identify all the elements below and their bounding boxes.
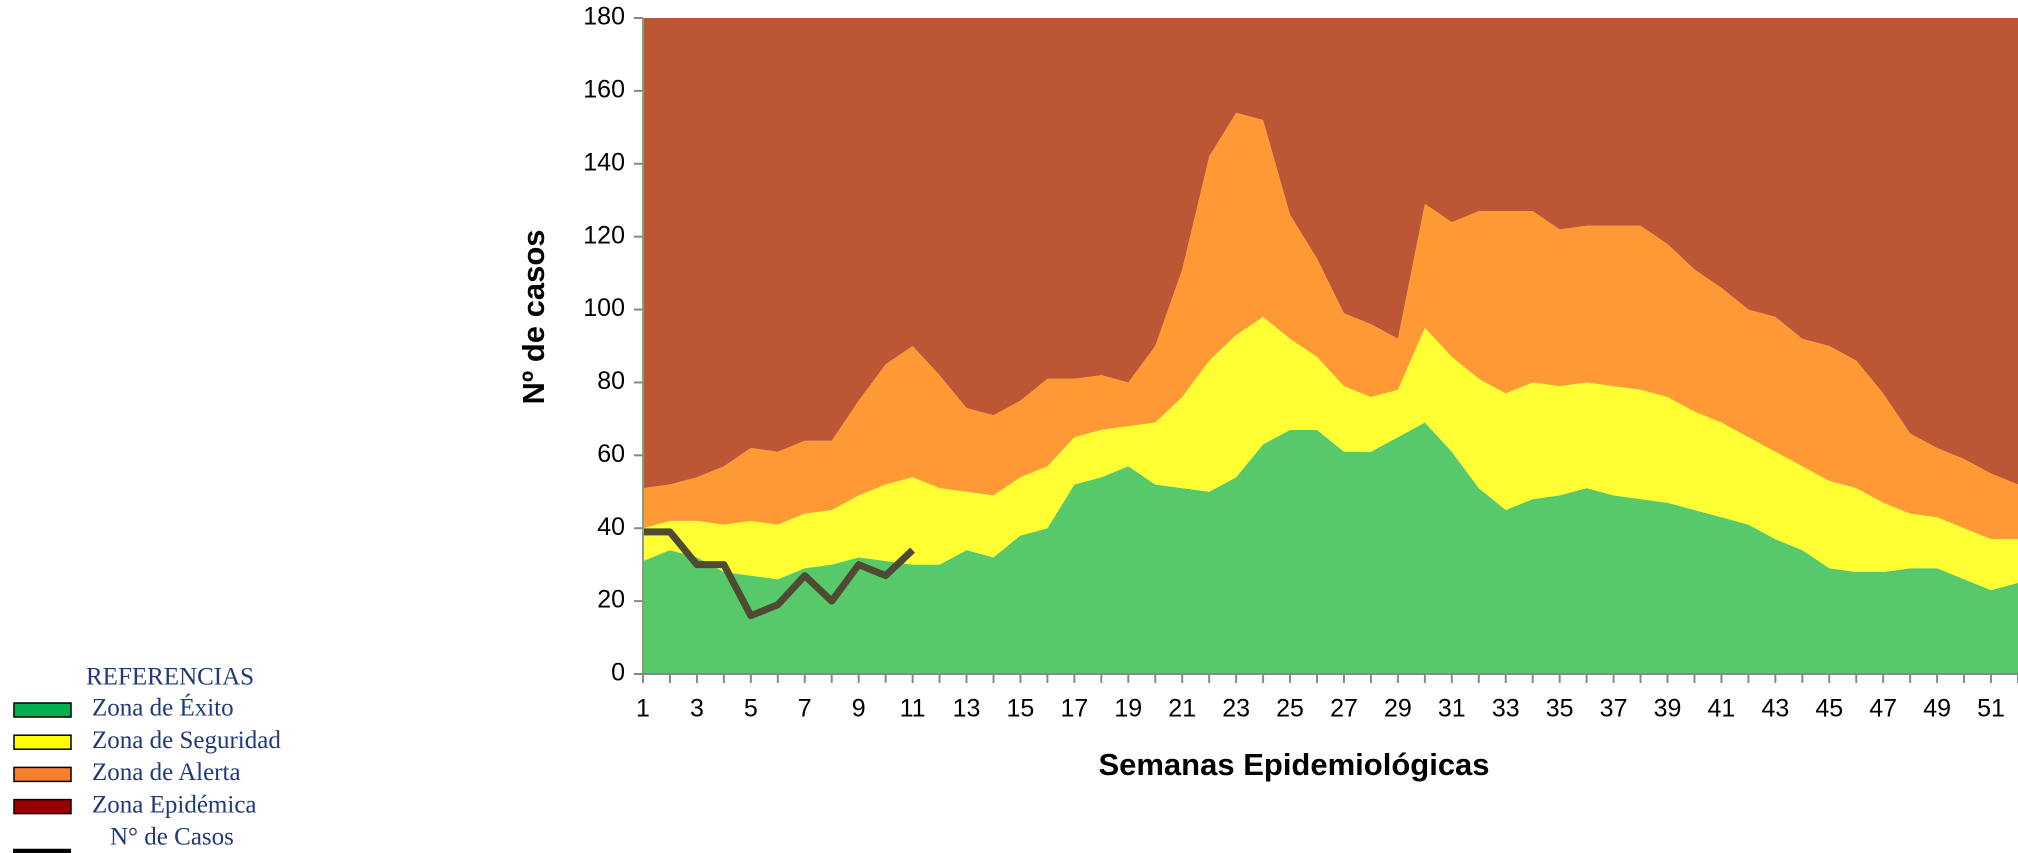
x-tick-label: 37: [1600, 695, 1628, 723]
x-tick-label: 35: [1546, 695, 1574, 723]
legend-swatch: [13, 766, 72, 783]
y-tick-label: 100: [583, 294, 625, 322]
legend-swatch: [13, 734, 72, 750]
area: [643, 112, 2018, 540]
x-tick-label: 45: [1815, 695, 1843, 723]
legend-label: Zona Epidémica: [92, 791, 257, 818]
x-tick-label: 9: [852, 695, 866, 723]
x-tick-label: 19: [1114, 695, 1142, 723]
x-tick-label: 49: [1923, 695, 1951, 723]
y-tick-label: 80: [597, 367, 625, 395]
x-tick-label: 47: [1869, 695, 1897, 723]
x-tick-label: 29: [1384, 695, 1412, 723]
x-axis-title: Semanas Epidemiológicas: [1098, 747, 1489, 782]
y-tick-label: 120: [583, 221, 625, 249]
x-tick-label: 21: [1168, 695, 1196, 723]
y-axis-title: Nº de casos: [516, 229, 551, 404]
cases-line: [643, 528, 916, 620]
area: [643, 316, 2018, 591]
area: [643, 422, 2018, 674]
area: [643, 18, 2018, 489]
legend-label: N° de Casos: [110, 824, 234, 851]
x-tick-label: 11: [900, 695, 926, 723]
x-tick-label: 17: [1060, 695, 1088, 723]
y-tick-label: 160: [583, 75, 625, 103]
x-tick-label: 25: [1276, 695, 1304, 723]
x-tick-label: 23: [1222, 695, 1250, 723]
legend-label: Zona de Alerta: [92, 759, 241, 786]
y-tick-label: 40: [597, 513, 625, 541]
y-tick-label: 60: [597, 440, 625, 468]
x-tick-label: 39: [1654, 695, 1682, 723]
x-tick-label: 43: [1761, 695, 1789, 723]
y-tick-label: 180: [583, 3, 625, 31]
x-tick-label: 27: [1330, 695, 1358, 723]
x-tick-label: 3: [690, 695, 704, 723]
x-tick-label: 51: [1977, 695, 2005, 723]
legend-swatch: [13, 702, 72, 718]
y-tick-label: 20: [597, 586, 625, 614]
legend-swatch: [13, 798, 72, 815]
x-tick-label: 15: [1007, 695, 1035, 723]
x-tick-label: 31: [1438, 695, 1466, 723]
x-tick-label: 5: [744, 695, 758, 723]
legend-label: Zona de Seguridad: [92, 727, 281, 754]
y-tick-label: 0: [611, 659, 625, 687]
legend-label: Zona de Éxito: [92, 694, 234, 722]
x-tick-label: 33: [1492, 695, 1520, 723]
legend-title: REFERENCIAS: [86, 664, 254, 691]
x-tick-label: 41: [1708, 695, 1736, 723]
x-tick-label: 7: [798, 695, 812, 723]
x-tick-label: 13: [953, 695, 981, 723]
x-tick-label: 1: [636, 695, 650, 723]
y-tick-label: 140: [583, 148, 625, 176]
